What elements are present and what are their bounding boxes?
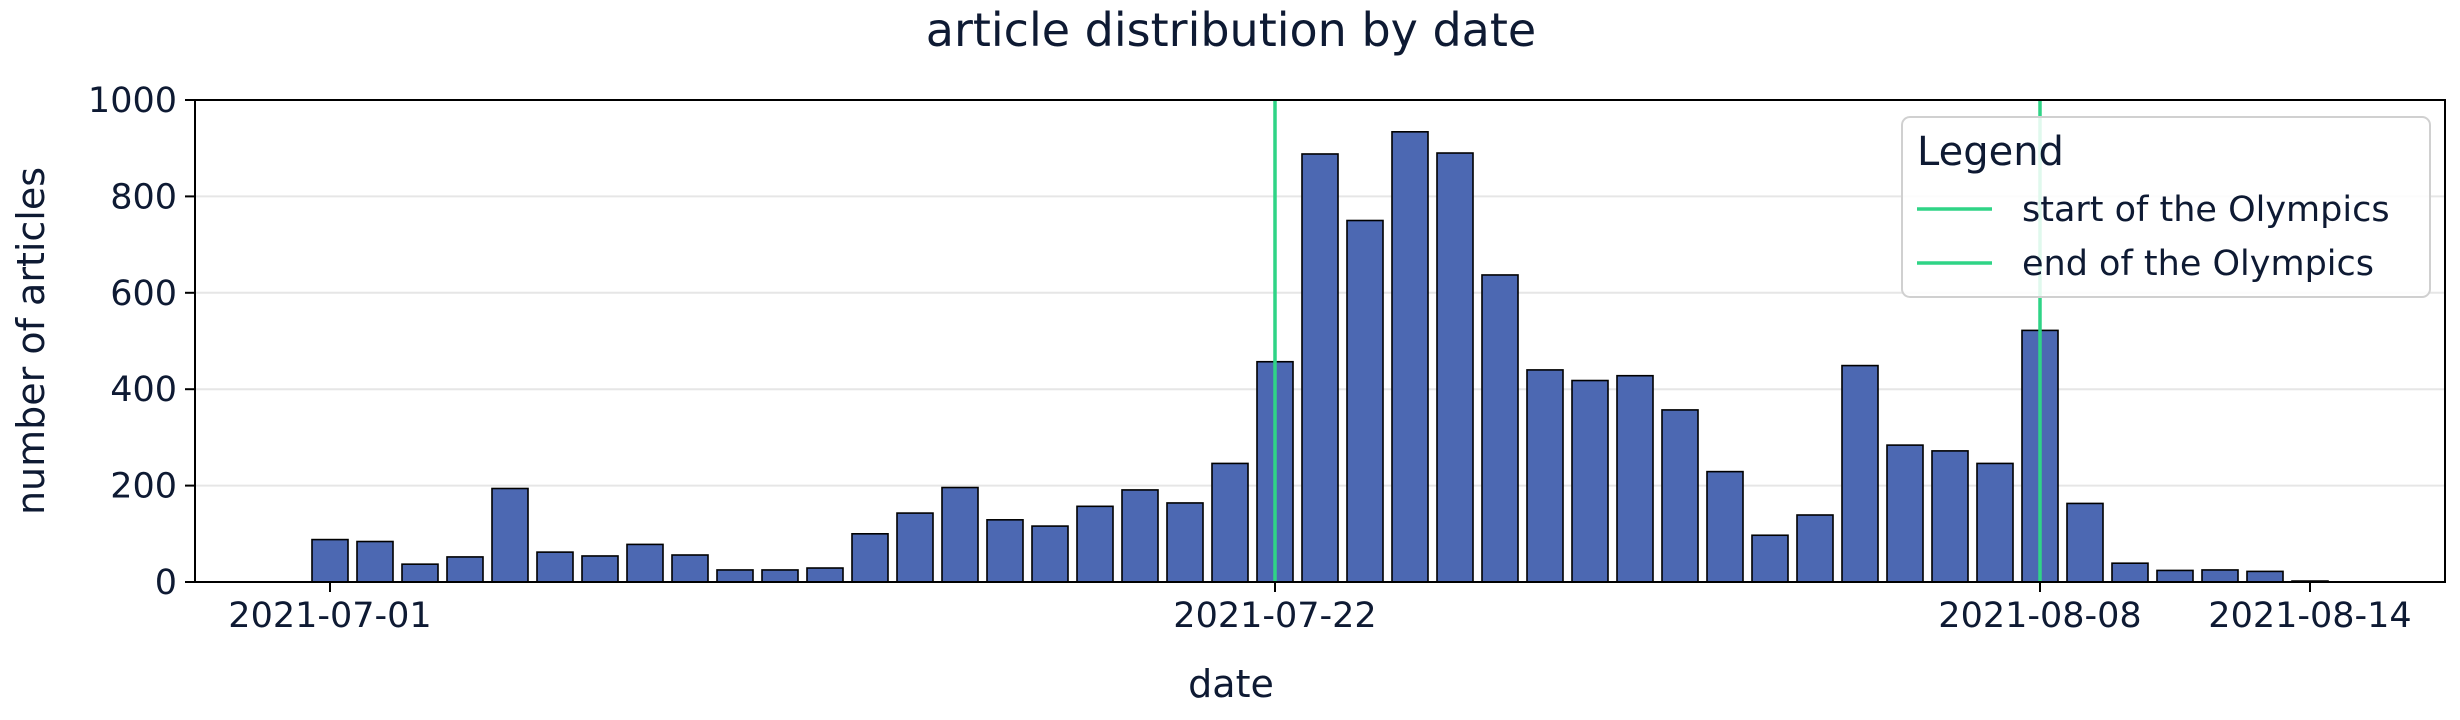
- bar: [851, 532, 889, 583]
- legend: Legend start of the Olympics end of the …: [1901, 116, 2431, 298]
- bar: [1976, 462, 2014, 583]
- bar: [2111, 562, 2149, 583]
- x-tick-label: 2021-07-22: [1173, 596, 1376, 636]
- bar: [1166, 502, 1204, 583]
- bar: [2066, 502, 2104, 583]
- bar: [356, 540, 394, 583]
- bar: [1886, 444, 1924, 583]
- legend-item-end: end of the Olympics: [2022, 244, 2374, 284]
- bar: [1481, 274, 1519, 583]
- bar: [1121, 489, 1159, 583]
- bar: [626, 543, 664, 583]
- bar: [1706, 470, 1744, 583]
- bar: [761, 569, 799, 583]
- bar: [581, 555, 619, 583]
- y-tick-label: 800: [110, 177, 177, 217]
- bar: [1436, 152, 1474, 583]
- bar: [311, 538, 349, 583]
- bar: [986, 519, 1024, 583]
- chart-title: article distribution by date: [926, 3, 1536, 57]
- bar: [491, 487, 529, 583]
- bar: [1841, 364, 1879, 583]
- x-tick-label: 2021-08-08: [1938, 596, 2141, 636]
- bar: [1526, 369, 1564, 583]
- bar: [2156, 569, 2194, 583]
- y-axis: 0 200 400 600 800 1000: [88, 81, 195, 603]
- bar: [2201, 569, 2239, 583]
- x-tick-label: 2021-08-14: [2208, 596, 2411, 636]
- y-tick-label: 600: [110, 274, 177, 314]
- y-axis-label: number of articles: [9, 167, 53, 515]
- bar: [716, 569, 754, 583]
- bar: [941, 486, 979, 583]
- x-tick-label: 2021-07-01: [228, 596, 431, 636]
- plot-frame: [194, 99, 2446, 583]
- bar: [2246, 570, 2284, 583]
- y-tick-label: 400: [110, 370, 177, 410]
- x-axis: 2021-07-01 2021-07-22 2021-08-08 2021-08-14: [228, 582, 2412, 636]
- bar: [1571, 379, 1609, 583]
- bar: [1931, 450, 1969, 583]
- bar: [1346, 219, 1384, 583]
- bar: [1211, 462, 1249, 583]
- legend-item-start: start of the Olympics: [2022, 190, 2390, 230]
- bar: [806, 567, 844, 583]
- bar: [1076, 505, 1114, 583]
- bar: [1031, 525, 1069, 583]
- bar: [401, 563, 439, 583]
- bar: [1301, 153, 1339, 583]
- x-axis-label: date: [1188, 662, 1274, 706]
- bar: [1661, 409, 1699, 583]
- y-tick-label: 1000: [88, 81, 177, 121]
- y-tick-label: 0: [155, 563, 177, 603]
- bars: [311, 131, 2329, 583]
- bar: [1796, 514, 1834, 583]
- bar: [896, 512, 934, 583]
- bar: [536, 551, 574, 583]
- bar: [1751, 534, 1789, 583]
- bar: [1391, 131, 1429, 583]
- bar: [1616, 374, 1654, 583]
- legend-box: [1901, 116, 2431, 298]
- y-tick-label: 200: [110, 467, 177, 507]
- bar: [446, 556, 484, 583]
- legend-title: Legend: [1917, 129, 2064, 175]
- bar: [671, 554, 709, 583]
